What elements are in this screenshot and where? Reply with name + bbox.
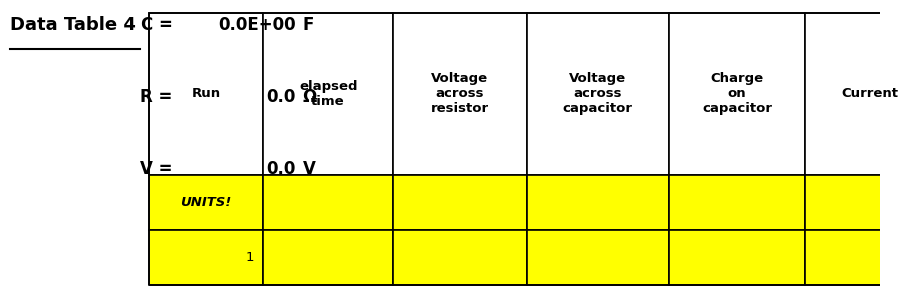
Text: V =: V = xyxy=(140,161,172,178)
Bar xyxy=(805,230,902,285)
Bar xyxy=(527,175,669,230)
Bar xyxy=(149,13,902,285)
Text: V: V xyxy=(303,161,316,178)
Bar xyxy=(669,13,805,175)
Text: Data Table 4: Data Table 4 xyxy=(10,16,136,34)
Text: 0.0: 0.0 xyxy=(266,88,296,106)
Text: Voltage
across
capacitor: Voltage across capacitor xyxy=(563,72,633,115)
Bar xyxy=(805,13,902,175)
Text: 0.0: 0.0 xyxy=(266,161,296,178)
Bar xyxy=(527,230,669,285)
Text: Current: Current xyxy=(842,87,898,100)
Text: Ω: Ω xyxy=(303,88,317,106)
Bar xyxy=(393,13,527,175)
Bar xyxy=(805,175,902,230)
Bar xyxy=(669,175,805,230)
Bar xyxy=(149,175,263,230)
Text: elapsed
time: elapsed time xyxy=(299,80,357,108)
Text: Run: Run xyxy=(191,87,221,100)
Text: F: F xyxy=(303,16,314,34)
Bar xyxy=(263,175,393,230)
Text: C =: C = xyxy=(141,16,172,34)
Bar xyxy=(263,13,393,175)
Text: Charge
on
capacitor: Charge on capacitor xyxy=(702,72,772,115)
Bar xyxy=(527,13,669,175)
Bar xyxy=(669,230,805,285)
Bar xyxy=(393,230,527,285)
Text: 1: 1 xyxy=(246,251,254,264)
Text: 0.0E+00: 0.0E+00 xyxy=(218,16,296,34)
Bar xyxy=(149,13,263,175)
Bar xyxy=(263,230,393,285)
Text: Voltage
across
resistor: Voltage across resistor xyxy=(431,72,489,115)
Text: R =: R = xyxy=(141,88,172,106)
Text: UNITS!: UNITS! xyxy=(180,196,232,209)
Bar xyxy=(149,230,263,285)
Bar xyxy=(393,175,527,230)
